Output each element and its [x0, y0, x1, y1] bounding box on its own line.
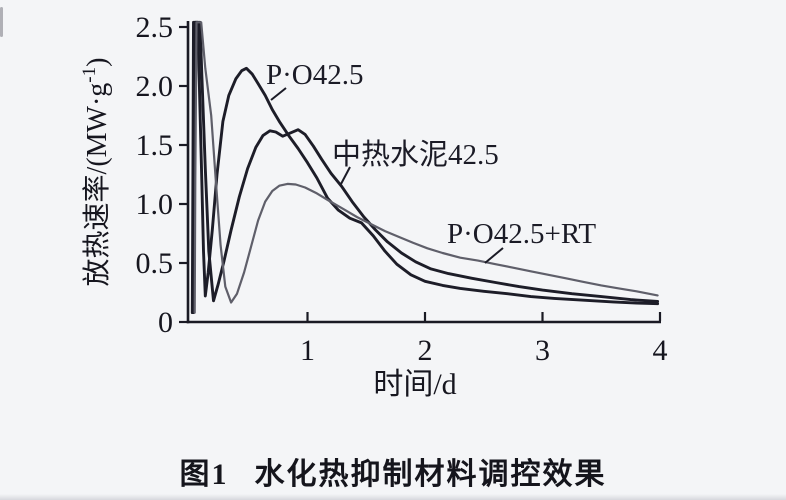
y-tick-label-0: 0 — [158, 306, 173, 339]
curve-2 — [192, 20, 660, 315]
x-tick-label-1: 1 — [300, 334, 315, 367]
figure-caption: 图1 水化热抑制材料调控效果 — [0, 449, 786, 493]
curve-label-medium-heat-cement: 中热水泥42.5 — [332, 138, 499, 171]
y-tick-label-0.5: 0.5 — [136, 247, 174, 280]
y-tick-label-2.0: 2.0 — [136, 70, 174, 103]
y-axis-title-superscript: -1 — [79, 67, 100, 83]
tick-group: 1 2 3 4 0 0.5 1.0 1.5 2.0 2.5 — [136, 11, 668, 367]
x-tick-label-2: 2 — [418, 334, 433, 367]
curve-group — [190, 20, 660, 315]
y-tick-label-2.5: 2.5 — [136, 11, 174, 44]
figure-caption-number: 图1 — [179, 458, 229, 491]
scan-artifact-bottom-strip — [0, 494, 786, 500]
y-axis-title-main: 放热速率/(MW·g — [81, 83, 113, 287]
curve-3 — [193, 21, 659, 314]
x-tick-label-3: 3 — [535, 334, 550, 367]
curve-label-po425-rt: P·O42.5+RT — [447, 218, 596, 250]
curve-label-medium-heat-cement-leader — [340, 166, 351, 185]
y-axis-title: 放热速率/(MW·g-1) — [79, 58, 113, 287]
y-tick-label-1.5: 1.5 — [136, 129, 174, 162]
curve-label-po425-leader — [270, 87, 287, 101]
y-tick-label-1.0: 1.0 — [136, 188, 174, 221]
x-tick-label-4: 4 — [653, 334, 668, 367]
hydration-heat-chart: 1 2 3 400.51.01.52.02.5 时间/d 放热速率/(MW·g-1) … — [79, 11, 668, 401]
x-axis-title: 时间/d — [373, 368, 456, 401]
y-axis-title-close: ) — [82, 58, 113, 67]
curve-1 — [190, 20, 660, 315]
figure-caption-text: 水化热抑制材料调控效果 — [254, 458, 607, 491]
scan-artifact-corner — [0, 7, 3, 37]
curve-label-po425-rt-leader — [484, 247, 504, 264]
curve-label-po425: P·O42.5 — [266, 59, 363, 91]
